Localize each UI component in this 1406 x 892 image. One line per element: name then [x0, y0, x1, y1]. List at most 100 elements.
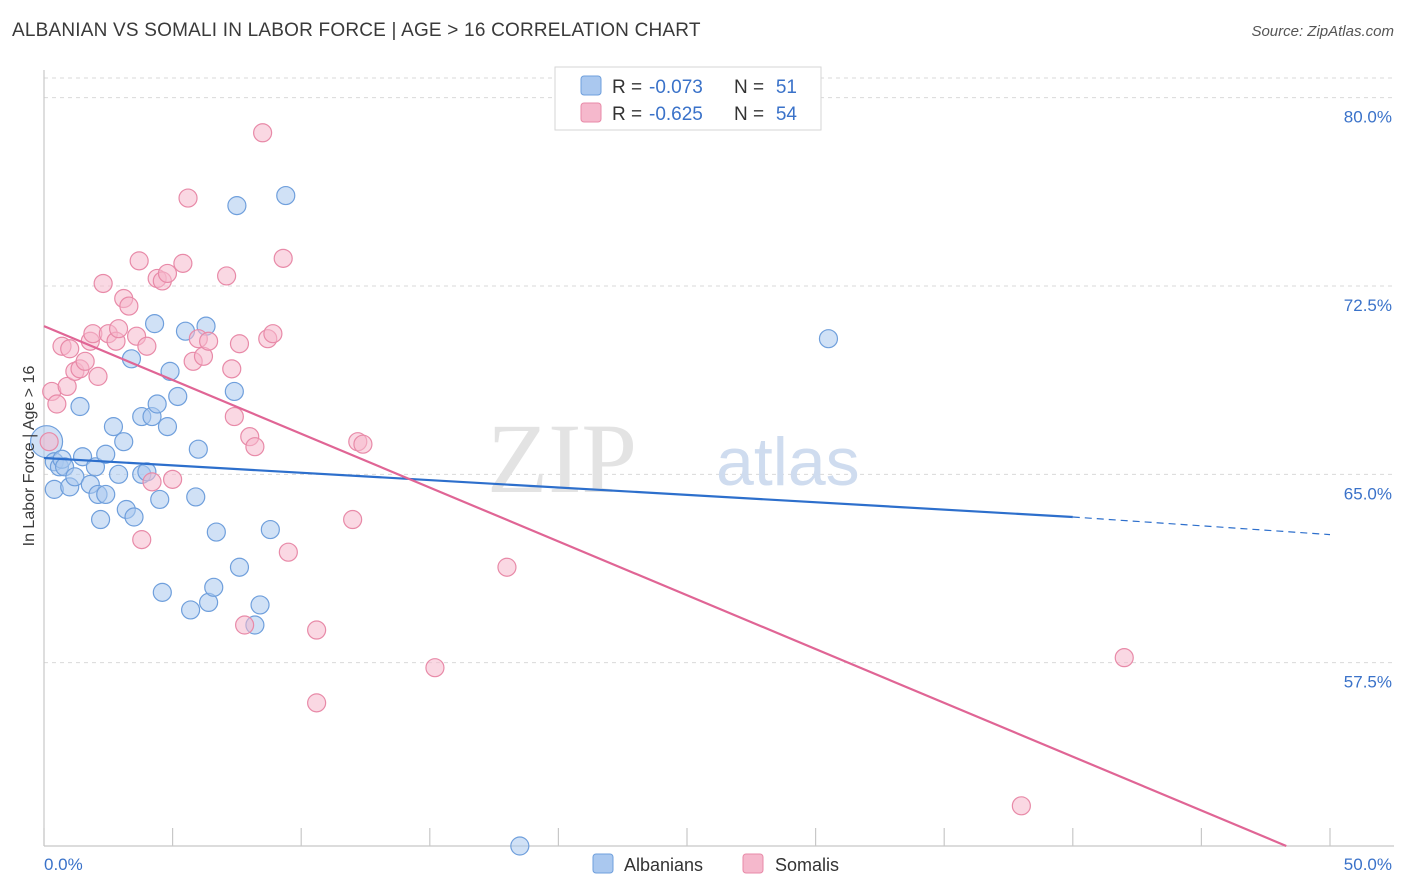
albanians-point-29 [152, 582, 172, 602]
somalis-point-25 [157, 263, 178, 284]
y-tick-labels: 57.5% 65.0% 72.5% 80.0% [1344, 108, 1392, 692]
somalis-point-15 [108, 319, 129, 339]
legend-somalis-swatch [742, 853, 764, 874]
albanians-r-label: R = [612, 77, 642, 98]
albanians-point-34 [181, 600, 201, 620]
albanians-points [29, 185, 839, 856]
albanians-point-27 [147, 394, 167, 414]
x-axis-ticks [43, 828, 1331, 846]
series-legend: Albanians Somalis [592, 853, 839, 875]
somalis-point-19 [129, 251, 149, 271]
chart-title: ALBANIAN VS SOMALI IN LABOR FORCE | AGE … [12, 20, 701, 41]
albanians-point-30 [157, 417, 178, 437]
albanians-point-32 [168, 386, 188, 407]
x-tick-label-0: 0.0% [44, 855, 83, 874]
albanians-point-42 [227, 196, 247, 216]
albanians-n-value: 51 [776, 77, 797, 98]
somalis-point-51 [497, 557, 517, 577]
stats-legend: R = -0.073 N = 51 R = -0.625 N = 54 [554, 66, 822, 131]
albanians-point-48 [510, 836, 530, 856]
albanians-point-49 [818, 329, 839, 349]
watermark-atlas: atlas [716, 424, 860, 500]
albanians-r-value: -0.073 [649, 77, 703, 98]
y-tick-label-3: 80.0% [1344, 108, 1392, 127]
albanians-point-47 [276, 185, 296, 206]
legend-albanians-label: Albanians [624, 855, 703, 875]
x-tick-label-50: 50.0% [1344, 855, 1392, 874]
albanians-swatch [580, 75, 602, 96]
somalis-point-35 [224, 406, 244, 427]
somalis-point-21 [137, 336, 157, 356]
gridlines [44, 77, 1394, 664]
y-tick-label-1: 65.0% [1344, 484, 1392, 503]
somalis-point-39 [245, 437, 265, 457]
albanians-point-46 [260, 519, 280, 540]
somalis-point-45 [307, 693, 327, 713]
albanians-point-7 [65, 467, 85, 487]
somalis-point-34 [222, 359, 242, 379]
somalis-trend-line [43, 325, 1287, 848]
source-label: Source: ZipAtlas.com [1251, 23, 1394, 40]
somalis-n-label: N = [734, 104, 764, 125]
somalis-n-value: 54 [776, 104, 798, 125]
somalis-point-4 [57, 376, 77, 397]
albanians-point-21 [124, 507, 144, 527]
somalis-point-32 [199, 331, 219, 351]
somalis-point-0 [39, 432, 59, 452]
somalis-point-20 [132, 530, 152, 550]
somalis-point-42 [263, 324, 283, 344]
somalis-point-5 [60, 339, 80, 359]
legend-albanians-swatch [592, 853, 614, 874]
albanians-point-36 [188, 439, 208, 459]
albanians-point-14 [96, 484, 116, 505]
albanians-point-18 [114, 432, 134, 452]
albanians-point-43 [229, 557, 250, 577]
somalis-points [39, 123, 1134, 816]
somalis-point-28 [178, 188, 198, 208]
somalis-point-11 [88, 366, 108, 386]
somalis-r-label: R = [612, 104, 642, 125]
somalis-point-26 [163, 469, 183, 489]
somalis-point-22 [142, 472, 162, 492]
somalis-point-43 [273, 248, 293, 268]
y-tick-label-0: 57.5% [1344, 673, 1392, 692]
somalis-point-36 [229, 334, 250, 354]
somalis-point-37 [235, 615, 255, 635]
somalis-point-2 [47, 394, 67, 414]
legend-somalis-label: Somalis [775, 855, 839, 875]
albanians-point-31 [160, 361, 180, 381]
albanians-point-26 [144, 314, 165, 334]
albanians-point-39 [204, 577, 224, 597]
albanians-trend-line [43, 456, 1073, 519]
y-tick-label-2: 72.5% [1344, 296, 1392, 315]
albanians-point-45 [250, 595, 270, 615]
somalis-point-44 [278, 542, 298, 562]
albanians-point-13 [90, 509, 111, 530]
somalis-point-12 [93, 273, 113, 294]
albanians-point-16 [103, 417, 124, 437]
trend-lines [43, 325, 1331, 848]
somalis-point-46 [307, 620, 327, 640]
somalis-point-27 [173, 253, 193, 273]
albanians-point-15 [96, 444, 116, 464]
somalis-r-value: -0.625 [649, 104, 703, 125]
watermark-zip: ZIP [487, 403, 637, 514]
somalis-point-53 [1114, 648, 1134, 668]
somalis-point-48 [353, 434, 373, 454]
albanians-point-40 [206, 522, 226, 542]
albanians-point-35 [186, 487, 206, 507]
somalis-swatch [580, 102, 602, 123]
somalis-point-40 [253, 123, 273, 143]
albanians-point-28 [150, 489, 170, 510]
somalis-point-50 [425, 658, 445, 678]
somalis-point-17 [119, 296, 139, 316]
albanians-trend-extension [1072, 516, 1331, 536]
albanians-point-41 [224, 381, 244, 402]
somalis-point-33 [217, 266, 237, 286]
y-axis-title: In Labor Force | Age > 16 [21, 366, 38, 547]
somalis-point-49 [343, 509, 363, 530]
albanians-point-17 [108, 464, 129, 484]
albanians-point-8 [70, 396, 90, 417]
somalis-point-52 [1011, 796, 1031, 816]
